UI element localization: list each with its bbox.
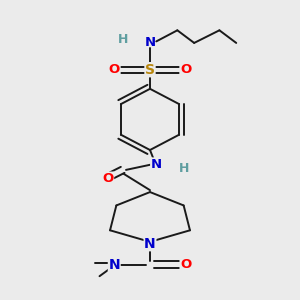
Text: N: N bbox=[144, 36, 156, 50]
Text: N: N bbox=[108, 258, 120, 272]
Text: O: O bbox=[109, 63, 120, 76]
Text: O: O bbox=[102, 172, 114, 185]
Text: O: O bbox=[180, 63, 191, 76]
Text: N: N bbox=[151, 158, 162, 171]
Text: S: S bbox=[145, 63, 155, 77]
Text: H: H bbox=[118, 33, 128, 46]
Text: O: O bbox=[180, 258, 191, 271]
Text: H: H bbox=[178, 162, 189, 175]
Text: N: N bbox=[144, 237, 156, 251]
